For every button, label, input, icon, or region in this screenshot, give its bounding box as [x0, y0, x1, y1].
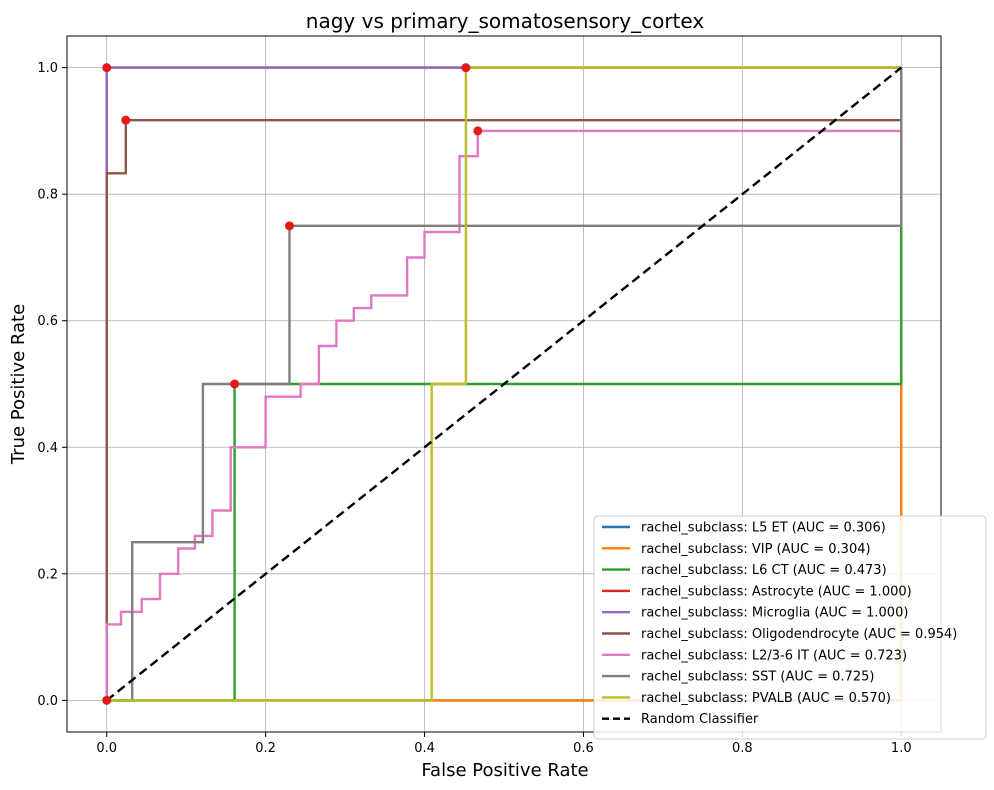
legend-label: Random Classifier: [641, 712, 759, 727]
y-tick-label: 0.0: [37, 694, 58, 709]
plot-frame: [66, 35, 942, 733]
x-tick-label: 0.0: [96, 741, 117, 756]
legend-box: [593, 515, 987, 740]
legend-label: rachel_subclass: VIP (AUC = 0.304): [641, 542, 871, 557]
y-tick-label: 1.0: [37, 61, 58, 76]
legend: rachel_subclass: L5 ET (AUC = 0.306) rach…: [593, 515, 987, 740]
y-tick-label: 0.2: [37, 567, 58, 582]
legend-label: rachel_subclass: SST (AUC = 0.725): [641, 670, 874, 685]
threshold-markers: [102, 63, 483, 705]
roc-curve-8: [106, 66, 902, 702]
x-tick-label: 0.2: [255, 741, 276, 756]
y-axis-label: True Positive Rate: [8, 304, 29, 465]
roc-curve-6: [105, 67, 903, 701]
threshold-marker: [461, 63, 471, 73]
legend-label: rachel_subclass: L5 ET (AUC = 0.306): [641, 521, 886, 536]
y-tick-label: 0.4: [37, 441, 58, 456]
legend-label: rachel_subclass: Oligodendrocyte (AUC = …: [641, 627, 957, 642]
legend-label: rachel_subclass: L6 CT (AUC = 0.473): [641, 563, 887, 578]
threshold-marker: [102, 695, 112, 705]
roc-curve-7: [106, 67, 903, 702]
threshold-marker: [121, 115, 131, 125]
x-axis-label: False Positive Rate: [421, 760, 588, 781]
threshold-marker: [473, 126, 483, 136]
chart-title: nagy vs primary_somatosensory_cortex: [306, 9, 705, 33]
threshold-marker: [102, 63, 112, 73]
random-classifier-line: [105, 66, 903, 702]
axis-ticks: 0.0 0.2 0.4 0.6 0.8 1.0 0.0 0.2 0.4 0.6 0.8 1.0: [37, 61, 911, 756]
x-tick-label: 0.6: [573, 741, 594, 756]
legend-label: rachel_subclass: Microglia (AUC = 1.000): [641, 606, 908, 621]
legend-label: rachel_subclass: Astrocyte (AUC = 1.000): [641, 584, 912, 599]
threshold-marker: [230, 379, 240, 389]
x-tick-label: 1.0: [891, 741, 912, 756]
y-tick-label: 0.8: [37, 188, 58, 203]
legend-label: rachel_subclass: L2/3-6 IT (AUC = 0.723): [641, 648, 907, 663]
x-tick-label: 0.4: [414, 741, 435, 756]
x-tick-label: 0.8: [732, 741, 753, 756]
legend-label: rachel_subclass: PVALB (AUC = 0.570): [641, 691, 891, 706]
threshold-marker: [284, 221, 294, 231]
y-tick-label: 0.6: [37, 314, 58, 329]
